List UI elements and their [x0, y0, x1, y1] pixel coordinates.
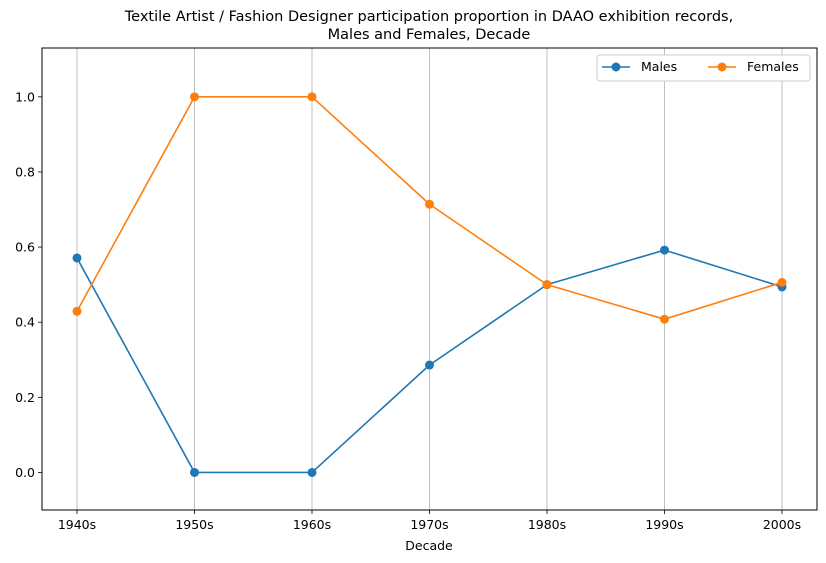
y-tick-label-1.0: 1.0 [15, 89, 35, 104]
legend-marker-males [611, 62, 621, 72]
data-point-females-1950s [190, 92, 199, 102]
data-point-females-1990s [660, 314, 669, 324]
series-lines [72, 92, 787, 477]
x-tick-label-2000s: 2000s [763, 517, 801, 532]
x-tick-label-1980s: 1980s [528, 517, 566, 532]
legend-label-males: Males [641, 59, 677, 74]
legend: Males Females [596, 54, 811, 82]
y-tick-label-0.0: 0.0 [15, 465, 35, 480]
x-axis-label: Decade [405, 538, 453, 553]
x-tick-label-1970s: 1970s [410, 517, 448, 532]
data-point-males-1970s [425, 360, 434, 370]
x-tick-label-1950s: 1950s [175, 517, 213, 532]
y-tick-label-0.6: 0.6 [15, 240, 35, 255]
data-point-males-1990s [660, 245, 669, 255]
x-tick-label-1990s: 1990s [645, 517, 683, 532]
y-tick-label-0.2: 0.2 [15, 390, 35, 405]
data-point-males-1940s [72, 253, 82, 263]
data-point-females-1960s [307, 92, 317, 102]
legend-box [596, 54, 811, 82]
legend-label-females: Females [747, 59, 799, 74]
data-point-females-1970s [425, 199, 434, 209]
data-point-males-1950s [190, 467, 199, 477]
y-tick-label-0.4: 0.4 [15, 315, 35, 330]
y-tick-label-0.8: 0.8 [15, 164, 35, 179]
chart-title-line-2: Males and Females, Decade [328, 27, 531, 43]
data-point-males-1960s [307, 467, 317, 477]
plot-frame [41, 47, 818, 511]
x-tick-label-1960s: 1960s [293, 517, 331, 532]
data-point-females-1980s [542, 280, 552, 290]
x-tick-label-1940s: 1940s [58, 517, 96, 532]
chart-title-line-1: Textile Artist / Fashion Designer partic… [124, 9, 733, 25]
data-point-females-2000s [777, 277, 787, 287]
data-point-females-1940s [72, 306, 82, 316]
grid-lines [76, 48, 783, 510]
axis-ticks: 1940s 1950s 1960s 1970s 1980s 1990s 2000s 0.0 0.… [15, 89, 801, 532]
legend-marker-females [717, 62, 727, 72]
